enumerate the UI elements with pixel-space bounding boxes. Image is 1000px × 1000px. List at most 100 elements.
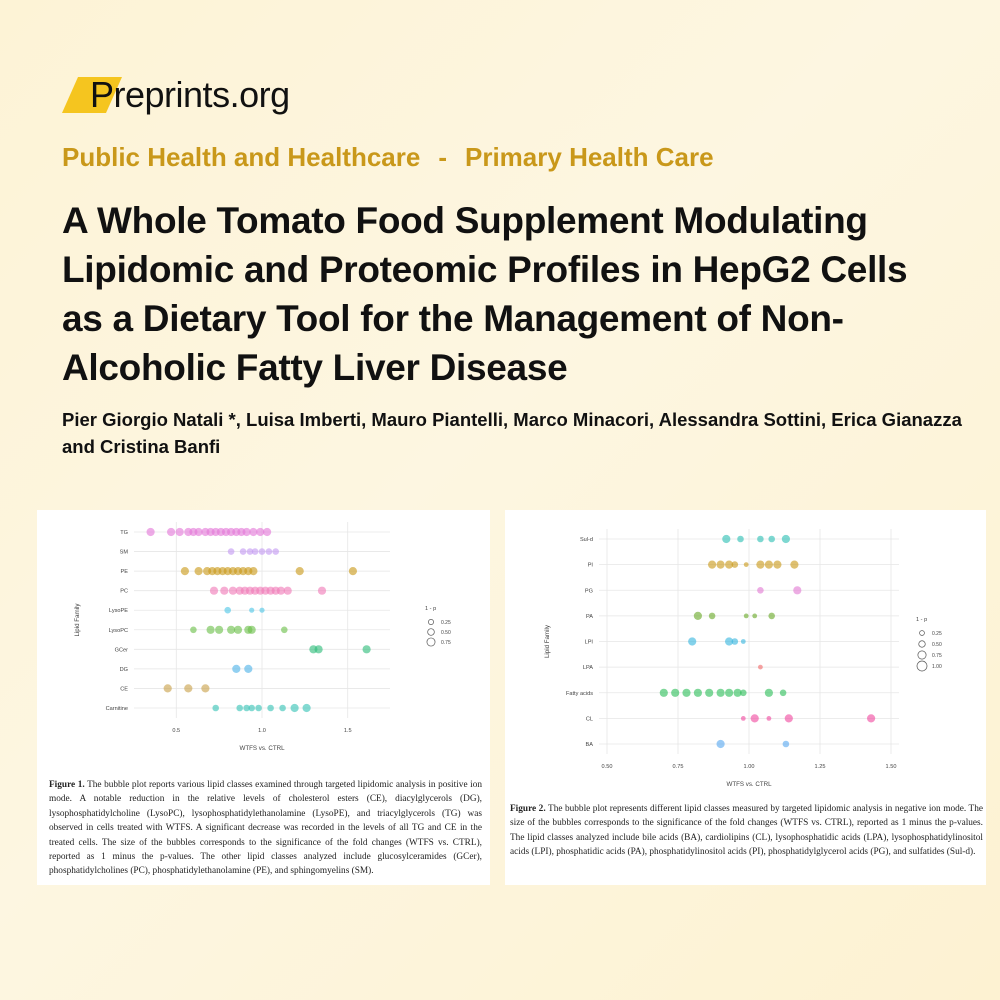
fig1-x-tick-label: 1.0 xyxy=(258,728,266,734)
fig1-x-axis-label: WTFS vs. CTRL xyxy=(239,745,285,752)
fig2-bubble-fatty-acids xyxy=(725,688,734,697)
fig2-bubble-lpi xyxy=(740,639,746,644)
figure-2-caption-label: Figure 2. xyxy=(510,804,546,814)
fig2-bubble-lpi xyxy=(725,637,734,646)
fig2-bubbles xyxy=(659,534,876,749)
fig1-legend-key xyxy=(426,637,436,647)
fig2-x-tick-label: 0.75 xyxy=(673,764,684,770)
fig1-legend-key xyxy=(427,628,435,636)
figure-1-caption-label: Figure 1. xyxy=(49,780,85,790)
fig1-bubble-pc xyxy=(209,586,219,595)
fig1-bubble-pc xyxy=(220,586,229,595)
fig2-bubble-pi xyxy=(725,560,734,569)
logo-parallelogram xyxy=(62,77,122,113)
fig1-y-tick-ce: CE xyxy=(120,686,128,692)
paper-title: A Whole Tomato Food Supplement Modulatin… xyxy=(62,200,908,388)
fig1-bubble-tg xyxy=(256,527,265,537)
fig2-bubble-sul-d xyxy=(737,535,744,543)
fig1-bubble-lysopc xyxy=(281,626,288,634)
fig1-y-tick-lysope: LysoPE xyxy=(109,608,128,614)
fig1-bubble-lysopc xyxy=(206,625,215,634)
fig1-legend-label: 0.75 xyxy=(441,640,451,646)
fig2-bubble-cl xyxy=(867,714,876,723)
fig1-bubble-pe xyxy=(194,567,203,576)
fig1-x-tick-label: 1.5 xyxy=(344,728,352,734)
fig1-bubble-dg xyxy=(244,664,253,673)
fig2-bubble-ba xyxy=(716,739,725,749)
fig2-bubble-lpi xyxy=(731,638,739,645)
fig2-legend-label: 0.50 xyxy=(932,642,942,648)
fig2-bubble-sul-d xyxy=(757,535,764,543)
fig1-bubble-ce xyxy=(201,684,210,693)
fig2-legend-key xyxy=(916,660,928,672)
fig1-bubble-sm xyxy=(227,548,235,555)
fig2-bubble-pi xyxy=(743,562,749,567)
fig1-bubble-lysopc xyxy=(233,625,243,634)
fig1-bubble-lysope xyxy=(224,606,231,614)
figure-1-panel: TG SM PE PC LysoPE LysoPC GCer DG CE Carnitine 0.5… xyxy=(37,510,490,885)
figure-1-caption: Figure 1. The bubble plot reports variou… xyxy=(49,778,482,879)
subject-separator: - xyxy=(438,142,447,172)
figure-2-panel: Sul-d PI PG PA LPI LPA Fatty acids CL BA 0.50 0.75… xyxy=(505,510,986,885)
fig1-legend-label: 0.50 xyxy=(441,630,451,636)
fig1-bubble-lysopc xyxy=(227,625,236,634)
fig1-bubble-tg xyxy=(146,527,155,537)
fig1-bubble-sm xyxy=(239,548,247,555)
fig1-bubble-lysopc xyxy=(190,626,197,634)
fig2-bubble-pa xyxy=(708,612,716,620)
fig1-bubble-pc xyxy=(228,586,237,595)
fig1-bubble-carnitine xyxy=(236,704,243,712)
fig1-bubble-tg xyxy=(249,527,258,537)
fig2-y-tick-pg: PG xyxy=(585,588,593,594)
fig1-y-tick-pe: PE xyxy=(121,569,129,575)
fig1-bubble-tg xyxy=(175,527,184,537)
figure-2-caption-text: The bubble plot represents different lip… xyxy=(510,804,984,858)
fig2-bubble-fatty-acids xyxy=(682,688,691,697)
fig2-bubble-sul-d xyxy=(722,534,731,544)
logo-wordmark: Preprints.org xyxy=(90,73,290,117)
fig1-bubble-lysopc xyxy=(247,625,256,634)
fig2-x-tick-label: 0.50 xyxy=(602,764,613,770)
fig1-y-tick-gcer: GCer xyxy=(115,647,129,653)
logo-mark-icon xyxy=(62,77,122,113)
fig1-bubble-gcer xyxy=(314,645,323,654)
fig1-legend-title: 1 - p xyxy=(425,606,436,612)
fig2-bubble-pa xyxy=(693,611,702,620)
figure-2-caption: Figure 2. The bubble plot represents dif… xyxy=(510,802,983,860)
fig2-y-tick-ba: BA xyxy=(586,742,594,748)
fig2-bubble-lpi xyxy=(688,637,697,646)
fig1-y-tick-pc: PC xyxy=(120,589,128,595)
subject-line: Public Health and Healthcare - Primary Hea… xyxy=(62,142,714,173)
subject-area: Public Health and Healthcare xyxy=(62,142,421,172)
fig2-bubble-fatty-acids xyxy=(693,688,702,697)
fig2-legend-title: 1 - p xyxy=(916,617,927,623)
fig2-x-tick-label: 1.00 xyxy=(744,764,755,770)
fig1-bubble-tg xyxy=(167,527,176,537)
fig2-y-tick-lpa: LPA xyxy=(583,665,593,671)
fig2-grid xyxy=(599,529,899,754)
fig1-bubble-sm xyxy=(258,548,266,555)
fig2-x-tick-label: 1.25 xyxy=(815,764,826,770)
fig2-bubble-fatty-acids xyxy=(764,688,773,697)
fig1-bubble-pc xyxy=(276,586,285,595)
fig1-bubble-tg xyxy=(194,527,203,537)
fig1-bubble-carnitine xyxy=(267,704,274,712)
fig2-x-tick-label: 1.50 xyxy=(886,764,897,770)
fig2-bubble-fatty-acids xyxy=(671,688,680,697)
fig1-bubble-pc xyxy=(283,586,292,595)
logo-pre: Pre xyxy=(90,74,145,115)
fig1-bubble-lysope xyxy=(259,607,265,613)
fig2-bubble-pa xyxy=(743,613,749,619)
fig2-bubble-pi xyxy=(708,560,717,569)
fig2-bubble-pi xyxy=(764,560,773,569)
subject-field: Primary Health Care xyxy=(465,142,714,172)
fig2-legend-key xyxy=(917,650,927,660)
fig1-bubble-pc xyxy=(317,586,327,595)
fig1-y-tick-sm: SM xyxy=(120,550,129,556)
fig1-bubble-pe xyxy=(180,567,189,576)
preprints-logo[interactable]: Preprints.org xyxy=(62,73,322,117)
fig2-legend-label: 0.25 xyxy=(932,631,942,637)
fig1-bubble-carnitine xyxy=(255,704,262,712)
figure-1-chart: TG SM PE PC LysoPE LysoPC GCer DG CE Carnitine 0.5… xyxy=(74,522,451,752)
fig1-bubble-sm xyxy=(272,548,279,555)
